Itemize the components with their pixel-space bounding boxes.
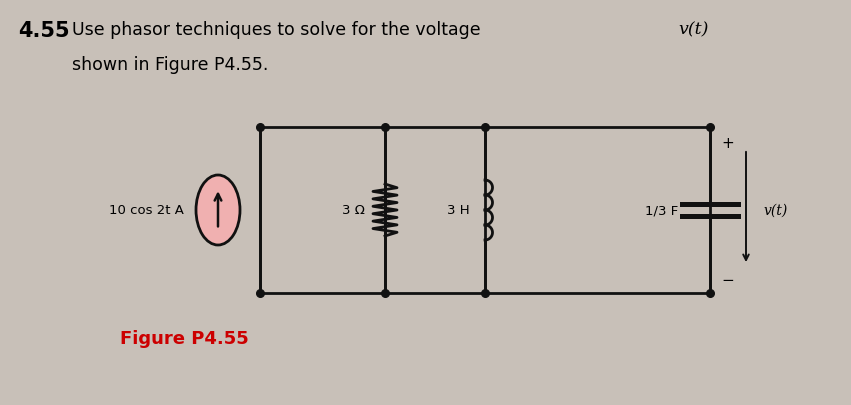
Text: 1/3 F: 1/3 F bbox=[645, 204, 678, 217]
Text: +: + bbox=[722, 136, 734, 151]
Text: −: − bbox=[722, 272, 734, 287]
Text: v(t): v(t) bbox=[763, 203, 787, 217]
Text: 3 H: 3 H bbox=[448, 204, 470, 217]
Text: 3 Ω: 3 Ω bbox=[342, 204, 365, 217]
Text: v(t): v(t) bbox=[678, 21, 708, 38]
Text: 4.55: 4.55 bbox=[18, 21, 70, 41]
Ellipse shape bbox=[196, 175, 240, 245]
Text: 10 cos 2t A: 10 cos 2t A bbox=[109, 204, 184, 217]
Text: Figure P4.55: Figure P4.55 bbox=[120, 329, 248, 347]
Text: shown in Figure P4.55.: shown in Figure P4.55. bbox=[72, 56, 268, 74]
Text: Use phasor techniques to solve for the voltage: Use phasor techniques to solve for the v… bbox=[72, 21, 486, 39]
